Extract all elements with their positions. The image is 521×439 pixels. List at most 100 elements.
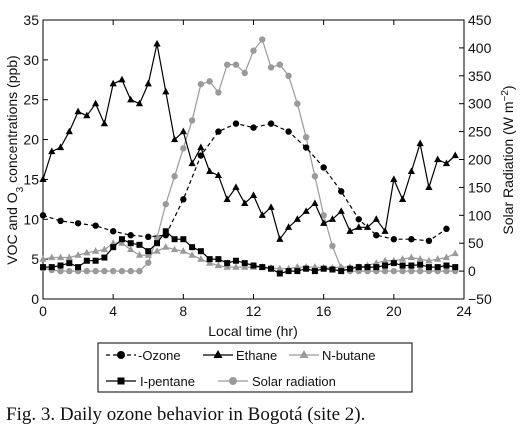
data-point-n-butane: [232, 263, 240, 270]
y-right-tick-label: 0: [468, 263, 476, 279]
data-point-solar-radiation: [206, 78, 213, 85]
data-point-n-butane: [65, 253, 73, 261]
data-point-solar-radiation: [145, 259, 152, 266]
y-left-axis-label: VOC and O3 concentrations (ppb): [4, 55, 26, 264]
data-point-ozone: [355, 216, 362, 223]
data-point-ethane: [232, 183, 240, 190]
data-point-ozone: [267, 120, 275, 127]
tick-layer: 0 4 8 12 16 20 24 0 5 10 15 20 25 30 35 −50 0 50 100 150 200…: [23, 12, 492, 319]
data-point-i-pentane: [346, 265, 353, 272]
x-axis-label: Local time (hr): [208, 323, 297, 339]
data-point-solar-radiation: [241, 69, 248, 77]
legend-label-n-butane: N-butane: [322, 348, 375, 363]
data-point-n-butane: [434, 255, 442, 262]
data-point-n-butane: [293, 263, 301, 270]
data-point-i-pentane: [92, 257, 99, 264]
data-point-n-butane: [451, 249, 459, 257]
data-point-solar-radiation: [250, 47, 257, 54]
data-point-i-pentane: [390, 260, 397, 267]
data-point-solar-radiation: [127, 267, 134, 275]
data-point-ethane: [355, 223, 363, 230]
data-point-i-pentane: [417, 261, 424, 268]
data-point-ozone: [250, 124, 257, 131]
data-point-ozone: [162, 232, 169, 239]
data-point-solar-radiation: [197, 80, 205, 88]
data-point-i-pentane: [382, 262, 389, 269]
y-left-tick-label: 30: [23, 52, 39, 68]
data-point-ethane: [170, 135, 179, 143]
data-point-ethane: [127, 95, 135, 103]
data-point-ethane: [284, 223, 293, 230]
data-point-solar-radiation: [223, 61, 231, 68]
data-point-ethane: [74, 107, 82, 115]
data-point-ozone: [320, 164, 327, 171]
series-layer: [39, 36, 459, 277]
data-point-ethane: [144, 79, 152, 87]
series-ethane: [39, 39, 459, 242]
data-point-ethane: [48, 147, 56, 155]
data-point-i-pentane: [171, 236, 178, 243]
data-point-i-pentane: [329, 266, 336, 273]
y-right-tick-label: 300: [468, 96, 492, 112]
data-point-solar-radiation: [109, 267, 117, 275]
data-point-ethane: [258, 211, 266, 218]
data-point-solar-radiation: [92, 267, 99, 275]
data-point-ethane: [302, 207, 310, 214]
data-point-i-pentane: [83, 257, 90, 264]
data-point-solar-radiation: [83, 267, 91, 275]
data-point-ozone: [338, 188, 345, 195]
data-point-solar-radiation: [136, 267, 143, 275]
y-left-tick-label: 35: [23, 12, 39, 28]
y-right-tick-label: −50: [468, 291, 492, 307]
figure-caption: Fig. 3. Daily ozone behavior in Bogotá (…: [6, 404, 366, 425]
data-point-ethane: [83, 111, 91, 119]
data-point-n-butane: [153, 247, 161, 254]
data-point-n-butane: [74, 251, 82, 258]
y-right-label-main: Solar Radiation (W m: [500, 102, 516, 235]
legend-item-ethane: Ethane: [203, 348, 277, 363]
x-tick-label: 8: [179, 303, 187, 319]
data-point-ethane: [267, 203, 275, 210]
legend: -Ozone Ethane N-butane I-pentane Solar r…: [97, 342, 413, 393]
data-point-i-pentane: [180, 236, 187, 243]
data-point-solar-radiation: [267, 64, 275, 71]
data-point-i-pentane: [48, 264, 55, 271]
y-right-tick-label: 450: [468, 12, 492, 28]
data-point-i-pentane: [118, 236, 125, 243]
data-point-solar-radiation: [57, 267, 64, 275]
data-point-solar-radiation: [101, 267, 108, 275]
x-tick-label: 20: [386, 303, 402, 319]
legend-label-i-pentane: I-pentane: [140, 374, 195, 389]
y-right-axis-label: Solar Radiation (W m−2): [500, 85, 517, 234]
data-point-n-butane: [442, 253, 451, 261]
data-point-ethane: [39, 175, 47, 183]
data-point-ozone: [302, 144, 310, 151]
data-point-ozone: [197, 152, 205, 159]
data-point-ethane: [206, 167, 214, 175]
y-right-tick-label: 50: [468, 235, 484, 251]
y-left-label-subscript: 3: [15, 186, 26, 192]
legend-box: [97, 342, 413, 393]
data-point-n-butane: [372, 259, 380, 266]
data-point-ethane: [363, 223, 372, 230]
y-right-tick-label: 400: [468, 40, 492, 56]
data-point-solar-radiation: [180, 145, 187, 152]
data-point-ozone: [127, 232, 134, 239]
data-point-i-pentane: [215, 256, 222, 263]
data-point-ozone: [425, 237, 433, 245]
y-left-label-rest: concentrations (ppb): [4, 55, 20, 187]
legend-marker-ethane: [213, 350, 223, 358]
y-left-tick-label: 10: [23, 211, 39, 227]
data-point-i-pentane: [364, 264, 371, 271]
data-point-n-butane: [188, 251, 196, 258]
y-right-tick-label: 200: [468, 152, 492, 168]
data-point-ethane: [56, 143, 65, 151]
data-point-n-butane: [56, 253, 65, 261]
data-point-n-butane: [241, 263, 249, 270]
y-left-tick-label: 5: [31, 251, 39, 267]
data-point-i-pentane: [110, 244, 117, 251]
data-point-solar-radiation: [399, 267, 406, 275]
data-point-ethane: [109, 79, 117, 87]
legend-item-n-butane: N-butane: [289, 348, 375, 363]
data-point-i-pentane: [57, 262, 64, 269]
